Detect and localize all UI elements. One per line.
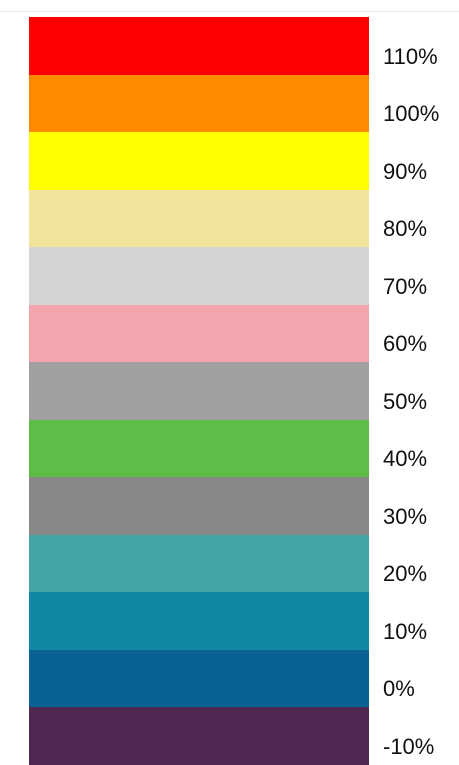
band-label: 0%	[383, 676, 415, 702]
top-divider	[0, 11, 459, 12]
band-label: 20%	[383, 561, 428, 587]
color-band	[29, 17, 369, 75]
color-band	[29, 362, 369, 420]
band-label: 40%	[383, 446, 428, 472]
band-label: 50%	[383, 388, 428, 414]
band-label: 80%	[383, 216, 428, 242]
color-band	[29, 707, 369, 765]
color-band	[29, 534, 369, 593]
color-band	[29, 247, 369, 305]
band-label: 90%	[383, 158, 428, 184]
color-band	[29, 304, 369, 363]
band-label: 60%	[383, 331, 428, 357]
color-band	[29, 189, 369, 248]
band-label: 100%	[383, 101, 440, 127]
color-band	[29, 74, 369, 133]
color-band	[29, 592, 369, 650]
band-label: -10%	[383, 733, 435, 759]
color-band	[29, 419, 369, 478]
band-label: 70%	[383, 273, 428, 299]
band-label: 30%	[383, 503, 428, 529]
color-band	[29, 132, 369, 190]
color-band	[29, 477, 369, 535]
color-band	[29, 649, 369, 708]
band-label: 10%	[383, 618, 428, 644]
band-label: 110%	[383, 43, 438, 69]
